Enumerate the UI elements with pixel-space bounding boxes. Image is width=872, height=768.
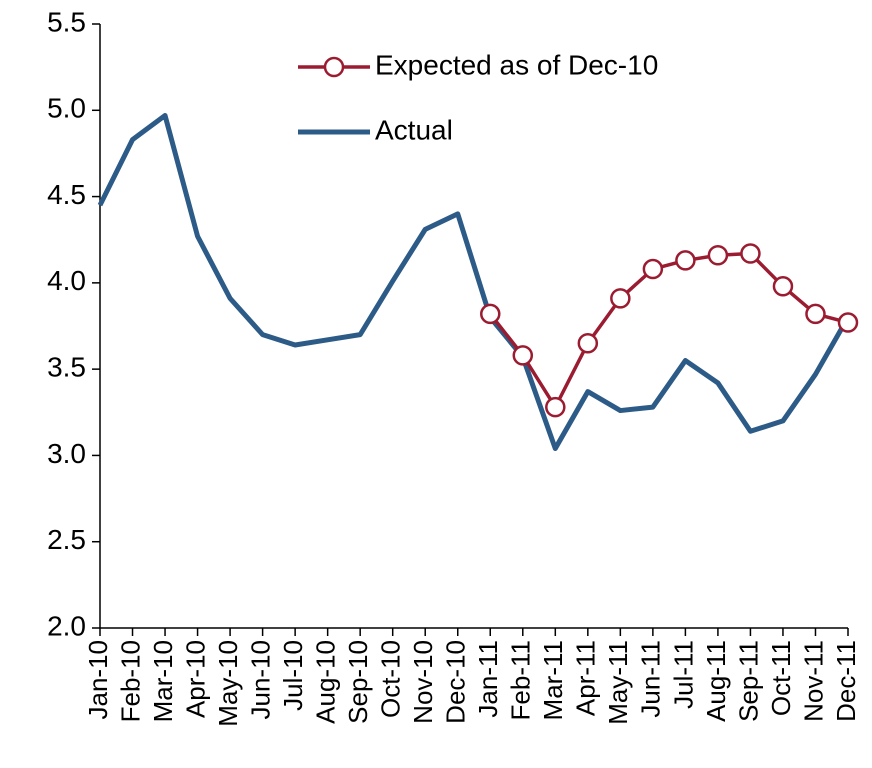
y-tick-label: 2.5	[47, 524, 86, 555]
x-tick-label: Aug-11	[701, 640, 731, 722]
y-tick-label: 5.0	[47, 93, 86, 124]
marker	[675, 250, 696, 271]
marker	[642, 258, 664, 280]
x-tick-label: Nov-10	[408, 640, 438, 724]
legend-label: Actual	[375, 114, 453, 145]
marker	[837, 312, 859, 333]
legend-label: Expected as of Dec-10	[375, 49, 658, 80]
x-tick-label: Jul-10	[278, 640, 308, 711]
marker	[772, 276, 794, 297]
marker	[512, 345, 534, 366]
x-tick-label: Sep-11	[733, 640, 763, 722]
y-tick-label: 2.0	[47, 610, 86, 641]
x-tick-label: Feb-10	[115, 640, 145, 722]
x-tick-label: Nov-11	[798, 640, 828, 722]
series-line	[97, 112, 851, 452]
marker	[707, 244, 729, 266]
x-tick-label: May-10	[213, 640, 243, 727]
x-tick-label: Dec-10	[441, 640, 471, 724]
marker	[577, 333, 599, 354]
x-tick-label: Apr-11	[571, 640, 601, 716]
x-tick-label: Aug-10	[311, 640, 341, 724]
x-tick-label: Feb-11	[506, 640, 536, 720]
marker	[545, 396, 566, 418]
y-tick-label: 3.0	[47, 438, 86, 469]
y-tick-label: 4.0	[47, 265, 86, 296]
x-tick-label: Sep-10	[343, 640, 373, 724]
x-tick-label: Jun-10	[245, 640, 275, 720]
marker	[805, 303, 826, 325]
x-tick-label: Jan-11	[473, 640, 503, 718]
legend-marker	[323, 56, 345, 78]
x-tick-label: Mar-10	[148, 640, 178, 722]
y-tick-label: 4.5	[47, 179, 86, 210]
x-tick-label: Apr-10	[180, 640, 210, 718]
y-tick-label: 5.5	[47, 6, 86, 37]
x-tick-label: May-11	[603, 640, 633, 725]
marker	[610, 288, 631, 309]
marker	[480, 303, 501, 325]
x-tick-label: Jun-11	[636, 640, 666, 718]
x-tick-label: Jan-10	[83, 640, 113, 720]
x-tick-label: Oct-11	[766, 640, 796, 716]
y-tick-label: 3.5	[47, 352, 86, 383]
x-tick-label: Dec-11	[831, 640, 861, 722]
marker	[740, 243, 761, 264]
x-tick-label: Jul-11	[668, 640, 698, 709]
x-tick-label: Mar-11	[538, 640, 568, 720]
x-tick-label: Oct-10	[376, 640, 406, 718]
